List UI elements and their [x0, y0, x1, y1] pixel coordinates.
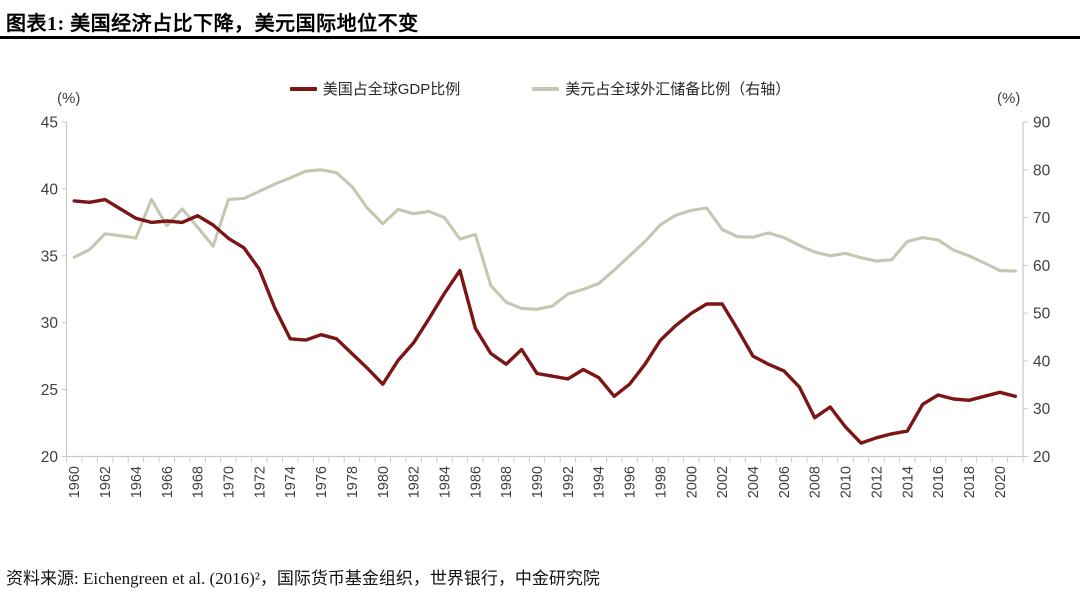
x-tick-label: 2008	[808, 466, 824, 498]
x-tick-label: 1978	[345, 466, 361, 498]
x-tick-label: 2002	[715, 466, 731, 498]
x-tick-label: 1964	[129, 466, 145, 498]
legend: 美国占全球GDP比例 美元占全球外汇储备比例（右轴）	[0, 78, 1080, 99]
x-tick-label: 2014	[900, 466, 916, 498]
y-tick-label: 45	[41, 115, 58, 132]
title-rule	[0, 36, 1080, 39]
right-axis-unit: (%)	[997, 90, 1021, 107]
x-tick-label: 2016	[931, 466, 947, 498]
legend-item-reserve: 美元占全球外汇储备比例（右轴）	[532, 78, 790, 99]
y-tick-label: 40	[1033, 353, 1051, 370]
left-axis-unit: (%)	[57, 90, 81, 107]
y-tick-label: 20	[1033, 449, 1051, 466]
y-tick-label: 50	[1033, 306, 1051, 323]
reserve-line-swatch	[532, 86, 560, 91]
y-axis-left-labels: 45 40 35 30 25 20	[41, 115, 59, 467]
x-tick-label: 1974	[283, 466, 299, 498]
x-tick-label: 2018	[962, 466, 978, 498]
y-tick-marks	[61, 121, 1028, 457]
x-tick-label: 2000	[684, 466, 700, 498]
y-tick-label: 30	[1033, 401, 1051, 418]
legend-label-reserve: 美元占全球外汇储备比例（右轴）	[565, 81, 791, 98]
x-tick-label: 2012	[869, 466, 885, 498]
y-tick-label: 80	[1033, 162, 1051, 179]
y-axis-right-labels: 90 80 70 60 50 40 30 20	[1033, 115, 1051, 467]
x-tick-label: 1998	[653, 466, 669, 498]
y-tick-label: 60	[1033, 258, 1051, 275]
y-tick-label: 70	[1033, 210, 1051, 227]
y-tick-label: 20	[41, 449, 59, 466]
x-tick-label: 1968	[191, 466, 207, 498]
gdp-line-swatch	[289, 86, 317, 91]
x-tick-label: 1976	[314, 466, 330, 498]
x-tick-label: 2020	[993, 466, 1009, 498]
x-axis-labels: 1960 1962 1964 1966 1968 1970 1972 1974 1976 1978…	[67, 466, 1009, 498]
x-tick-label: 1970	[221, 466, 237, 498]
legend-label-gdp: 美国占全球GDP比例	[322, 81, 461, 98]
source-note: 资料来源: Eichengreen et al. (2016)²，国际货币基金组…	[6, 569, 600, 588]
x-tick-label: 1994	[592, 466, 608, 498]
x-tick-marks	[66, 456, 1024, 463]
x-tick-label: 2010	[839, 466, 855, 498]
y-tick-label: 35	[41, 248, 58, 265]
x-tick-label: 1990	[530, 466, 546, 498]
x-tick-label: 2006	[777, 466, 793, 498]
x-tick-label: 1960	[67, 466, 83, 498]
reserve-line	[72, 168, 1017, 311]
axes	[65, 122, 1024, 458]
x-tick-label: 1996	[623, 466, 639, 498]
gdp-line	[72, 197, 1017, 445]
x-tick-label: 1966	[160, 466, 176, 498]
x-tick-label: 1962	[98, 466, 114, 498]
y-tick-label: 40	[41, 181, 59, 198]
y-tick-label: 30	[41, 315, 59, 332]
legend-item-gdp: 美国占全球GDP比例	[289, 78, 461, 99]
x-tick-label: 1992	[561, 466, 577, 498]
x-tick-label: 1986	[468, 466, 484, 498]
y-tick-label: 25	[41, 382, 58, 399]
x-tick-label: 1982	[407, 466, 423, 498]
x-tick-label: 2004	[746, 466, 762, 498]
x-tick-label: 1984	[437, 466, 453, 498]
chart-title: 图表1: 美国经济占比下降，美元国际地位不变	[6, 13, 419, 35]
y-tick-label: 90	[1033, 115, 1051, 132]
x-tick-label: 1972	[252, 466, 268, 498]
x-tick-label: 1988	[499, 466, 515, 498]
x-tick-label: 1980	[376, 466, 392, 498]
